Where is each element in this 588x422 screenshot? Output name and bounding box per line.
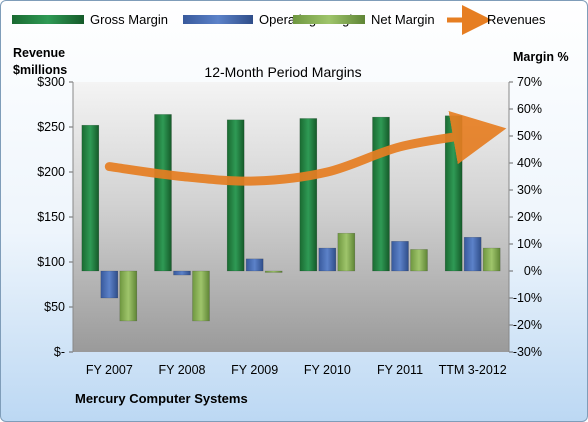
net-margin-bar: [482, 247, 501, 272]
category-label: FY 2011: [377, 363, 423, 377]
left-tick-label: $100: [37, 255, 65, 269]
plot-area: [73, 82, 509, 352]
operating-margin-bar: [391, 241, 409, 272]
category-labels: FY 2007 FY 2008 FY 2009 FY 2010 FY 2011 TTM 3…: [86, 363, 507, 377]
net-margin-bar: [410, 249, 428, 272]
gross-margin-bar: [372, 116, 390, 272]
left-tick-label: $50: [44, 300, 65, 314]
right-axis-label: Margin %: [513, 50, 569, 64]
legend-swatch-gross: [12, 15, 84, 24]
legend-revenues: Revenues: [487, 12, 546, 27]
right-tick-label: 30%: [517, 183, 542, 197]
legend-swatch-operating: [183, 15, 253, 24]
chart-title: 12-Month Period Margins: [204, 64, 361, 80]
bars: [81, 114, 501, 322]
left-tick-label: $150: [37, 210, 65, 224]
left-axis-label-line1: Revenue: [13, 46, 65, 60]
gross-margin-bar: [154, 114, 172, 272]
left-tick-label: $200: [37, 165, 65, 179]
legend-net-margin: Net Margin: [371, 12, 435, 27]
revenues-line: [104, 110, 507, 186]
right-tick-label: -20%: [513, 318, 542, 332]
operating-margin-bar: [463, 237, 482, 272]
net-margin-bar: [119, 270, 138, 322]
left-tick-label: $300: [37, 75, 65, 89]
operating-margin-bar: [100, 270, 119, 299]
category-label: TTM 3-2012: [439, 363, 507, 377]
left-axis-label-line2: $millions: [13, 63, 67, 77]
left-tick-label: $250: [37, 120, 65, 134]
operating-margin-bar: [173, 270, 191, 276]
right-tick-label: 20%: [517, 210, 542, 224]
net-margin-bar: [192, 270, 210, 322]
right-tick-label: -10%: [513, 291, 542, 305]
gross-margin-bar: [226, 119, 245, 272]
category-label: FY 2008: [158, 363, 205, 377]
gross-margin-bar: [299, 118, 318, 272]
legend: Gross Margin Operating Margin Net Margin…: [12, 5, 546, 35]
right-tick-label: -30%: [513, 345, 542, 359]
right-tick-label: 70%: [517, 75, 542, 89]
category-label: FY 2009: [231, 363, 278, 377]
gross-margin-bar: [81, 124, 100, 272]
company-name: Mercury Computer Systems: [75, 391, 248, 406]
legend-swatch-net: [293, 15, 365, 24]
right-tick-label: 40%: [517, 156, 542, 170]
left-tick-label: $-: [54, 345, 65, 359]
right-axis-ticks: 70% 60% 50% 40% 30% 20% 10% 0% -10% -20% -30%: [508, 75, 542, 359]
revenue-series: [104, 110, 507, 186]
category-label: FY 2010: [304, 363, 351, 377]
net-margin-bar: [264, 270, 283, 273]
legend-gross-margin: Gross Margin: [90, 12, 168, 27]
right-tick-label: 10%: [517, 237, 542, 251]
category-label: FY 2007: [86, 363, 133, 377]
operating-margin-bar: [318, 247, 337, 272]
right-tick-label: 60%: [517, 102, 542, 116]
operating-margin-bar: [245, 258, 264, 272]
net-margin-bar: [337, 232, 356, 272]
left-axis-ticks: $300 $250 $200 $150 $100 $50 $-: [37, 75, 74, 359]
right-tick-label: 50%: [517, 129, 542, 143]
right-tick-label: 0%: [524, 264, 542, 278]
